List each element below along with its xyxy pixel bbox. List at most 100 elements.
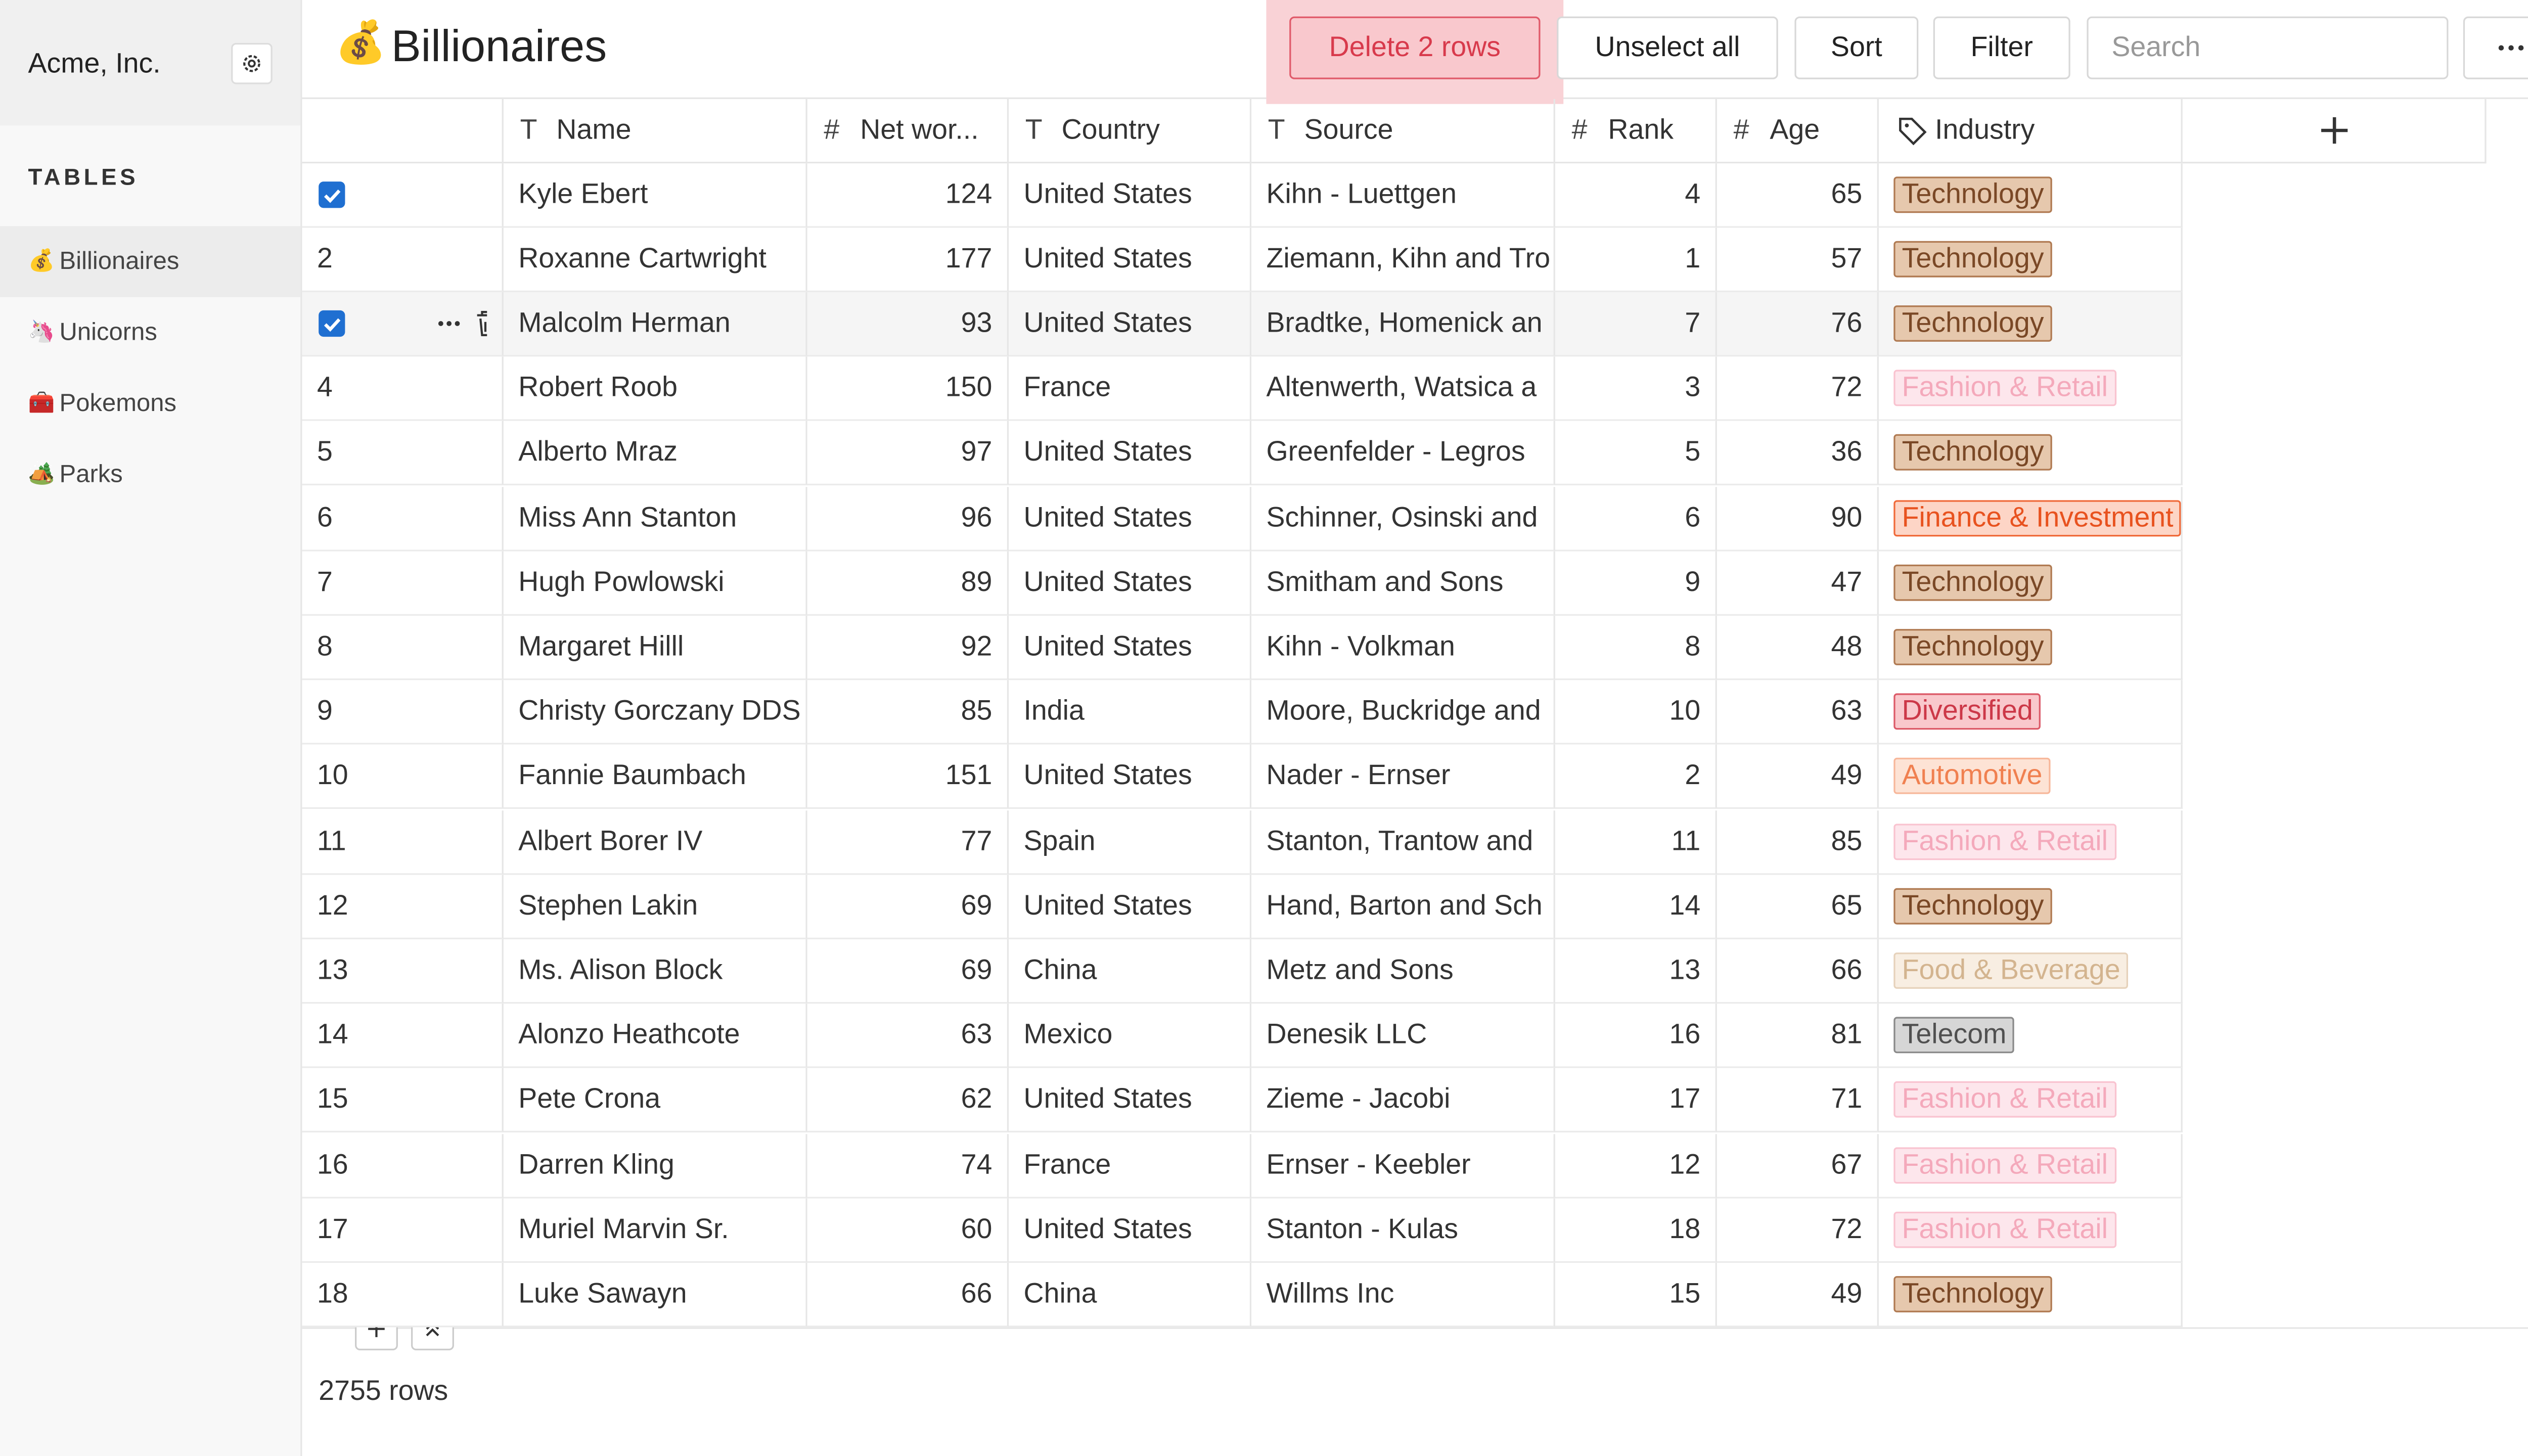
- row-actions[interactable]: [345, 307, 487, 340]
- cell[interactable]: 7: [1555, 292, 1717, 356]
- cell[interactable]: 96: [807, 486, 1009, 551]
- cell[interactable]: United States: [1009, 1198, 1252, 1262]
- cell[interactable]: Mexico: [1009, 1004, 1252, 1068]
- cell[interactable]: 62: [807, 1068, 1009, 1133]
- cell[interactable]: 93: [807, 292, 1009, 356]
- cell[interactable]: Roxanne Cartwright: [503, 227, 807, 292]
- cell[interactable]: 8: [1555, 615, 1717, 680]
- cell[interactable]: China: [1009, 1262, 1252, 1327]
- cell[interactable]: Diversified: [1878, 680, 2183, 745]
- table-item[interactable]: 💰 Billionaires: [0, 226, 301, 297]
- cell[interactable]: 97: [807, 421, 1009, 486]
- column-header[interactable]: T Source: [1251, 99, 1555, 164]
- cell[interactable]: Robert Roob: [503, 356, 807, 421]
- cell[interactable]: United States: [1009, 292, 1252, 356]
- cell[interactable]: 47: [1717, 551, 1879, 615]
- cell[interactable]: Technology: [1878, 615, 2183, 680]
- cell[interactable]: 10: [1555, 680, 1717, 745]
- cell[interactable]: 3: [1555, 356, 1717, 421]
- cell[interactable]: Spain: [1009, 809, 1252, 874]
- sort-button[interactable]: Sort: [1794, 16, 1919, 79]
- cell[interactable]: United States: [1009, 745, 1252, 809]
- cell[interactable]: Kyle Ebert: [503, 162, 807, 227]
- cell[interactable]: Albert Borer IV: [503, 809, 807, 874]
- cell[interactable]: Finance & Investment: [1878, 486, 2183, 551]
- cell[interactable]: United States: [1009, 486, 1252, 551]
- cell[interactable]: Ernser - Keebler: [1251, 1133, 1555, 1198]
- cell[interactable]: 63: [1717, 680, 1879, 745]
- cell[interactable]: 66: [1717, 939, 1879, 1004]
- cell[interactable]: 6: [1555, 486, 1717, 551]
- cell[interactable]: 48: [1717, 615, 1879, 680]
- cell[interactable]: 2: [1555, 745, 1717, 809]
- cell[interactable]: Greenfelder - Legros: [1251, 421, 1555, 486]
- cell[interactable]: Christy Gorczany DDS: [503, 680, 807, 745]
- cell[interactable]: United States: [1009, 615, 1252, 680]
- cell[interactable]: France: [1009, 1133, 1252, 1198]
- cell[interactable]: 72: [1717, 1198, 1879, 1262]
- cell[interactable]: 57: [1717, 227, 1879, 292]
- cell[interactable]: 14: [1555, 874, 1717, 939]
- cell[interactable]: 17: [1555, 1068, 1717, 1133]
- settings-button[interactable]: [231, 42, 273, 84]
- cell[interactable]: 11: [1555, 809, 1717, 874]
- cell[interactable]: Bradtke, Homenick an: [1251, 292, 1555, 356]
- cell[interactable]: Alonzo Heathcote: [503, 1004, 807, 1068]
- cell[interactable]: China: [1009, 939, 1252, 1004]
- cell[interactable]: 67: [1717, 1133, 1879, 1198]
- table-item[interactable]: 🏕️ Parks: [0, 439, 300, 510]
- cell[interactable]: Technology: [1878, 227, 2183, 292]
- cell[interactable]: United States: [1009, 551, 1252, 615]
- cell[interactable]: Fashion & Retail: [1878, 1068, 2183, 1133]
- cell[interactable]: Fashion & Retail: [1878, 809, 2183, 874]
- cell[interactable]: Stanton, Trantow and: [1251, 809, 1555, 874]
- cell[interactable]: United States: [1009, 1068, 1252, 1133]
- cell[interactable]: Moore, Buckridge and: [1251, 680, 1555, 745]
- cell[interactable]: United States: [1009, 421, 1252, 486]
- cell[interactable]: Kihn - Volkman: [1251, 615, 1555, 680]
- cell[interactable]: Technology: [1878, 162, 2183, 227]
- delete-button[interactable]: Delete 2 rows: [1289, 16, 1541, 79]
- cell[interactable]: 65: [1717, 874, 1879, 939]
- cell[interactable]: Stephen Lakin: [503, 874, 807, 939]
- cell[interactable]: 151: [807, 745, 1009, 809]
- cell[interactable]: 60: [807, 1198, 1009, 1262]
- column-header[interactable]: Industry: [1878, 99, 2183, 164]
- cell[interactable]: Telecom: [1878, 1004, 2183, 1068]
- cell[interactable]: Food & Beverage: [1878, 939, 2183, 1004]
- cell[interactable]: 81: [1717, 1004, 1879, 1068]
- cell[interactable]: Automotive: [1878, 745, 2183, 809]
- column-header[interactable]: # Age: [1717, 99, 1879, 164]
- cell[interactable]: 124: [807, 162, 1009, 227]
- cell[interactable]: 5: [1555, 421, 1717, 486]
- cell[interactable]: Zieme - Jacobi: [1251, 1068, 1555, 1133]
- cell[interactable]: 12: [1555, 1133, 1717, 1198]
- cell[interactable]: United States: [1009, 874, 1252, 939]
- cell[interactable]: 36: [1717, 421, 1879, 486]
- cell[interactable]: 92: [807, 615, 1009, 680]
- cell[interactable]: Malcolm Herman: [503, 292, 807, 356]
- cell[interactable]: 77: [807, 809, 1009, 874]
- column-header[interactable]: # Rank: [1555, 99, 1717, 164]
- cell[interactable]: 69: [807, 874, 1009, 939]
- cell[interactable]: 13: [1555, 939, 1717, 1004]
- cell[interactable]: Fannie Baumbach: [503, 745, 807, 809]
- cell[interactable]: Darren Kling: [503, 1133, 807, 1198]
- checkbox[interactable]: [317, 179, 347, 209]
- cell[interactable]: Ms. Alison Block: [503, 939, 807, 1004]
- cell[interactable]: 69: [807, 939, 1009, 1004]
- cell[interactable]: United States: [1009, 227, 1252, 292]
- cell[interactable]: 9: [1555, 551, 1717, 615]
- table-item[interactable]: 🦄 Unicorns: [0, 297, 300, 368]
- cell[interactable]: France: [1009, 356, 1252, 421]
- cell[interactable]: 76: [1717, 292, 1879, 356]
- cell[interactable]: 71: [1717, 1068, 1879, 1133]
- cell[interactable]: 74: [807, 1133, 1009, 1198]
- cell[interactable]: 150: [807, 356, 1009, 421]
- cell[interactable]: 85: [1717, 809, 1879, 874]
- cell[interactable]: Technology: [1878, 292, 2183, 356]
- cell[interactable]: Miss Ann Stanton: [503, 486, 807, 551]
- cell[interactable]: 72: [1717, 356, 1879, 421]
- cell[interactable]: Nader - Ernser: [1251, 745, 1555, 809]
- cell[interactable]: Technology: [1878, 1262, 2183, 1327]
